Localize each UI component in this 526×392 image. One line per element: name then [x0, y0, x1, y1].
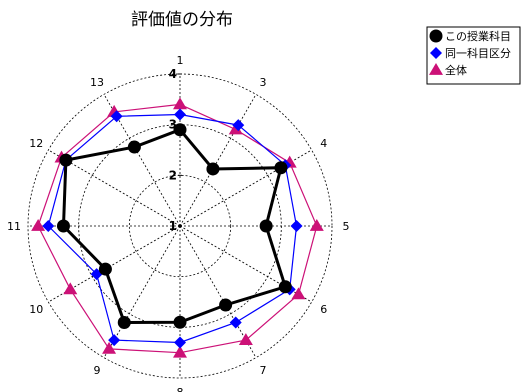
axis-spoke [179, 149, 312, 227]
data-point [173, 315, 187, 329]
series-line [37, 103, 318, 354]
axis-label: 12 [29, 137, 43, 150]
tick-label: 3 [169, 118, 177, 132]
axis-spoke [179, 225, 257, 358]
data-point [127, 140, 141, 154]
series-group [56, 123, 292, 330]
axis-label: 4 [320, 137, 327, 150]
data-point [232, 119, 245, 132]
data-point [173, 345, 187, 358]
data-point [430, 47, 442, 59]
data-point [238, 333, 253, 345]
axis-spoke [103, 225, 181, 358]
data-point [102, 341, 117, 354]
axis-label: 11 [7, 220, 21, 233]
grid-circle [128, 174, 232, 278]
axis-labels: 1345678910111213 [7, 54, 350, 392]
chart-title: 評価値の分布 [131, 10, 233, 30]
radial-tick-labels: 1 2 3 4 [169, 67, 182, 233]
data-point [174, 336, 186, 349]
grid-circle [27, 73, 333, 379]
data-point [173, 97, 187, 110]
axis-label: 6 [320, 303, 327, 316]
tick-label: 1 [169, 219, 177, 233]
data-point [117, 316, 131, 330]
data-point [108, 334, 121, 347]
axis-label: 3 [260, 76, 267, 89]
axis-label: 13 [90, 76, 104, 89]
tick-label: 2 [169, 168, 177, 182]
data-point [429, 29, 443, 43]
data-point [229, 316, 242, 329]
data-point [56, 219, 70, 233]
data-point [31, 219, 46, 231]
axis-spoke [48, 149, 181, 227]
data-point [42, 220, 55, 232]
tick-label: 4 [169, 67, 177, 81]
axis-spoke [48, 225, 181, 303]
axis-spoke [179, 225, 312, 303]
axis-label: 1 [177, 54, 184, 67]
data-point [173, 123, 187, 137]
legend-entry: この授業科目 [445, 29, 511, 43]
data-point [290, 220, 303, 232]
data-point [429, 63, 443, 75]
data-point [291, 287, 306, 300]
data-point [110, 110, 123, 123]
data-point [98, 262, 112, 276]
axis-label: 8 [177, 386, 184, 392]
axis-label: 5 [343, 220, 350, 233]
legend-entry: 全体 [445, 63, 467, 77]
legend-entry: 同一科目区分 [445, 46, 511, 60]
data-point [206, 162, 220, 176]
data-point [59, 153, 73, 167]
axis-label: 10 [29, 303, 43, 316]
data-point [174, 108, 186, 121]
data-point [309, 219, 324, 231]
axis-label: 9 [94, 364, 101, 377]
data-point [219, 298, 233, 312]
data-series [31, 97, 324, 358]
axis-spoke [103, 94, 181, 227]
data-point [278, 280, 292, 294]
data-point [259, 219, 273, 233]
axis-spoke [179, 94, 257, 227]
data-point [274, 161, 288, 175]
axis-label: 7 [260, 364, 267, 377]
data-point [63, 282, 78, 295]
